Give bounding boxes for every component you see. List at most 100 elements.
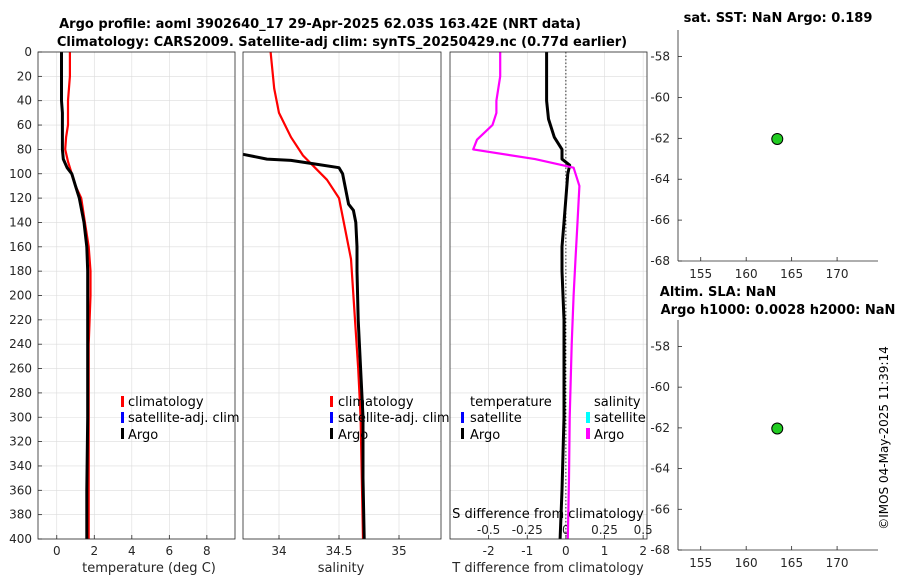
x-tick-label: 170: [826, 556, 849, 570]
difference-xlabel: T difference from climatology: [451, 561, 644, 576]
argo-position-marker: [771, 132, 784, 145]
figure-title-line2: Climatology: CARS2009. Satellite-adj cli…: [57, 35, 627, 50]
legend-swatch-argo: [121, 428, 124, 439]
top-x-tick-label: 0.25: [591, 523, 618, 537]
x-tick-label: 6: [166, 544, 174, 558]
y-tick-label: -62: [650, 131, 670, 145]
y-tick-label: 220: [9, 313, 32, 327]
series-line-argo: [60, 52, 90, 539]
temperature-legend: climatology satellite-adj. clim Argo: [121, 395, 240, 443]
series-line-t-diff-argo: [545, 52, 572, 540]
y-tick-label: 0: [24, 45, 32, 59]
x-tick-label: 155: [689, 267, 712, 281]
legend-label-satellite-adj: satellite-adj. clim: [338, 411, 450, 426]
y-tick-label: 340: [9, 459, 32, 473]
y-tick-label: 240: [9, 337, 32, 351]
legend-label-argo: Argo: [128, 428, 158, 443]
y-tick-label: 160: [9, 240, 32, 254]
top-x-tick-label: 0: [562, 523, 570, 537]
x-tick-label: 4: [128, 544, 136, 558]
difference-top-xlabel: S difference from climatology: [452, 507, 644, 522]
y-tick-label: 280: [9, 386, 32, 400]
legend-swatch-argo: [330, 428, 333, 439]
legend-swatch-s-satellite: [586, 412, 590, 423]
y-tick-label: 360: [9, 483, 32, 497]
y-tick-label: 400: [9, 532, 32, 546]
altim-sla-map-title-line2: Argo h1000: 0.0028 h2000: NaN: [661, 303, 896, 318]
legend-label-climatology: climatology: [338, 395, 414, 410]
top-x-tick-label: 0.5: [634, 523, 653, 537]
x-tick-label: 165: [780, 556, 803, 570]
difference-legend: temperature satellite Argo salinity sate…: [461, 395, 646, 443]
y-tick-label: -66: [650, 502, 670, 516]
y-tick-label: -62: [650, 421, 670, 435]
figure-title-line1: Argo profile: aoml 3902640_17 29-Apr-202…: [59, 17, 581, 32]
x-tick-label: 2: [90, 544, 98, 558]
y-tick-label: -64: [650, 172, 670, 186]
y-tick-label: 80: [17, 142, 32, 156]
x-tick-label: -1: [521, 544, 533, 558]
y-tick-label: 120: [9, 191, 32, 205]
legend-swatch-climatology: [121, 396, 124, 407]
y-tick-label: -58: [650, 339, 670, 353]
series-line-argo: [242, 152, 366, 540]
y-tick-label: 300: [9, 410, 32, 424]
y-tick-label: 260: [9, 362, 32, 376]
altim-sla-map-title-line1: Altim. SLA: NaN: [660, 285, 776, 300]
x-tick-label: -2: [483, 544, 495, 558]
salinity-legend: climatology satellite-adj. clim Argo: [330, 395, 450, 443]
x-tick-label: 34.5: [326, 544, 353, 558]
legend-swatch-satellite-adj: [330, 412, 333, 423]
legend-label-t-argo: Argo: [470, 428, 500, 443]
salinity-panel: 34 34.5 35: [242, 51, 442, 558]
series-line-climatology: [269, 51, 365, 540]
y-tick-label: -58: [650, 50, 670, 64]
argo-position-marker: [771, 422, 784, 435]
watermark: ©IMOS 04-May-2025 11:39:14: [877, 346, 891, 530]
y-tick-label: 100: [9, 167, 32, 181]
y-tick-label: -68: [650, 543, 670, 557]
y-tick-label: 180: [9, 264, 32, 278]
x-tick-label: 8: [203, 544, 211, 558]
x-tick-label: 2: [639, 544, 647, 558]
sat-sst-map-panel: -58 -60 -62 -64 -66 -68 155 160 165 170: [650, 30, 878, 281]
legend-swatch-t-satellite: [461, 412, 464, 423]
y-tick-label: 320: [9, 435, 32, 449]
legend-swatch-s-argo: [586, 428, 590, 439]
y-tick-label: 60: [17, 118, 32, 132]
y-tick-label: -60: [650, 380, 670, 394]
x-tick-label: 170: [826, 267, 849, 281]
salinity-xlabel: salinity: [318, 561, 365, 576]
top-x-tick-label: -0.25: [512, 523, 543, 537]
x-tick-label: 1: [601, 544, 609, 558]
y-tick-label: -66: [650, 213, 670, 227]
y-tick-label: 380: [9, 508, 32, 522]
y-tick-label: 20: [17, 69, 32, 83]
temperature-panel: 0 2 4 6 802040608010012014016018020022024026…: [9, 45, 236, 558]
x-tick-label: 160: [735, 267, 758, 281]
y-tick-label: -60: [650, 90, 670, 104]
series-line-s-diff-argo: [472, 52, 581, 540]
x-tick-label: 160: [735, 556, 758, 570]
legend-swatch-t-argo: [461, 428, 464, 439]
legend-label-satellite-adj: satellite-adj. clim: [128, 411, 240, 426]
x-tick-label: 155: [689, 556, 712, 570]
top-x-tick-label: -0.5: [477, 523, 500, 537]
legend-swatch-climatology: [330, 396, 333, 407]
axes-box: [449, 51, 648, 540]
legend-label-climatology: climatology: [128, 395, 204, 410]
legend-title-salinity: salinity: [594, 395, 641, 410]
legend-label-argo: Argo: [338, 428, 368, 443]
x-tick-label: 165: [780, 267, 803, 281]
sat-sst-map-title: sat. SST: NaN Argo: 0.189: [684, 11, 873, 26]
x-tick-label: 34: [271, 544, 286, 558]
legend-label-s-satellite: satellite: [594, 411, 646, 426]
y-tick-label: 40: [17, 94, 32, 108]
legend-swatch-satellite-adj: [121, 412, 124, 423]
legend-label-t-satellite: satellite: [470, 411, 522, 426]
x-tick-label: 35: [391, 544, 406, 558]
legend-title-temperature: temperature: [470, 395, 552, 410]
x-tick-label: 0: [562, 544, 570, 558]
axes-box: [242, 51, 442, 540]
